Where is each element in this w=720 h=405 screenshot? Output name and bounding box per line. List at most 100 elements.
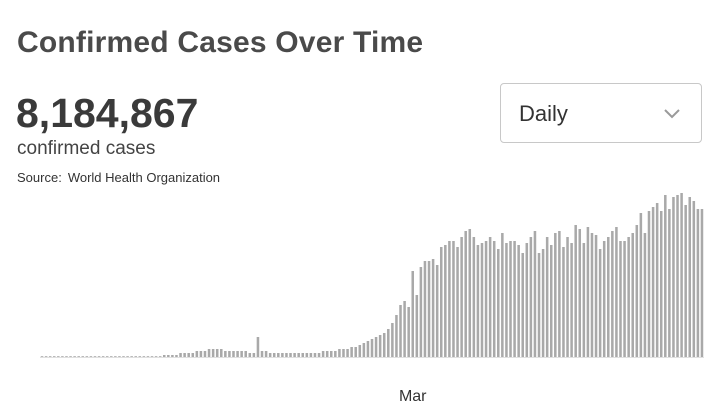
bar-day-63[interactable] — [293, 353, 296, 357]
bar-day-97[interactable] — [431, 259, 435, 357]
bar-day-71[interactable] — [325, 351, 329, 357]
bar-day-66[interactable] — [305, 353, 309, 357]
bar-day-120[interactable] — [525, 243, 529, 357]
bar-day-56[interactable] — [264, 351, 268, 357]
bar-day-108[interactable] — [476, 245, 480, 357]
bar-day-122[interactable] — [533, 231, 537, 357]
bar-day-111[interactable] — [488, 237, 492, 357]
bar-day-9[interactable] — [73, 356, 76, 357]
bar-day-161[interactable] — [692, 201, 696, 357]
bar-day-10[interactable] — [77, 356, 80, 357]
bar-day-144[interactable] — [623, 241, 626, 357]
bar-day-150[interactable] — [647, 211, 651, 357]
bar-day-134[interactable] — [582, 243, 586, 357]
bar-day-155[interactable] — [668, 209, 671, 357]
bar-day-21[interactable] — [122, 356, 125, 357]
bar-day-110[interactable] — [484, 241, 488, 357]
bar-day-160[interactable] — [688, 197, 692, 357]
bar-day-83[interactable] — [374, 337, 378, 357]
bar-day-114[interactable] — [501, 233, 504, 357]
bar-day-14[interactable] — [93, 356, 97, 357]
bar-day-52[interactable] — [248, 353, 252, 357]
bar-day-2[interactable] — [44, 356, 48, 357]
bar-day-157[interactable] — [676, 195, 679, 357]
bar-day-4[interactable] — [52, 356, 56, 357]
bar-day-131[interactable] — [570, 243, 573, 357]
bar-day-158[interactable] — [680, 193, 683, 357]
bar-day-121[interactable] — [529, 237, 533, 357]
bar-day-16[interactable] — [101, 356, 105, 357]
frequency-select[interactable]: Daily — [500, 83, 702, 143]
bar-day-42[interactable] — [207, 349, 211, 357]
bar-day-100[interactable] — [444, 245, 447, 357]
bar-day-151[interactable] — [651, 207, 655, 357]
bar-day-70[interactable] — [321, 351, 325, 357]
bar-day-145[interactable] — [627, 237, 630, 357]
bar-day-126[interactable] — [549, 245, 553, 357]
bar-day-147[interactable] — [635, 225, 639, 357]
bar-day-64[interactable] — [297, 353, 300, 357]
bar-day-84[interactable] — [378, 335, 382, 357]
bar-day-27[interactable] — [146, 356, 150, 357]
bar-day-107[interactable] — [472, 237, 476, 357]
bar-day-72[interactable] — [330, 351, 333, 357]
bar-day-1[interactable] — [40, 356, 44, 357]
bar-day-148[interactable] — [639, 213, 643, 357]
bar-day-19[interactable] — [114, 356, 117, 357]
bar-day-11[interactable] — [81, 356, 85, 357]
bar-day-20[interactable] — [118, 356, 121, 357]
bar-day-36[interactable] — [183, 353, 186, 357]
bar-day-24[interactable] — [134, 356, 137, 357]
bar-day-119[interactable] — [521, 253, 524, 357]
bar-day-117[interactable] — [513, 241, 516, 357]
bar-day-93[interactable] — [415, 295, 419, 357]
bar-day-89[interactable] — [399, 305, 402, 357]
bar-day-46[interactable] — [224, 351, 227, 357]
bar-day-130[interactable] — [566, 237, 569, 357]
bar-day-152[interactable] — [655, 203, 659, 357]
bar-day-30[interactable] — [158, 356, 162, 357]
bar-day-47[interactable] — [228, 351, 231, 357]
bar-day-80[interactable] — [362, 343, 366, 357]
bar-day-142[interactable] — [615, 227, 618, 357]
bar-day-76[interactable] — [346, 349, 349, 357]
bar-day-102[interactable] — [452, 241, 455, 357]
bar-day-154[interactable] — [664, 195, 667, 357]
bar-day-116[interactable] — [509, 241, 512, 357]
bar-day-33[interactable] — [171, 355, 174, 357]
bar-day-25[interactable] — [138, 356, 142, 357]
bar-day-159[interactable] — [684, 205, 687, 357]
bar-day-87[interactable] — [391, 323, 394, 357]
bar-day-37[interactable] — [187, 353, 190, 357]
bar-day-17[interactable] — [105, 356, 109, 357]
bar-day-109[interactable] — [480, 243, 484, 357]
bar-day-106[interactable] — [468, 229, 472, 357]
bar-day-146[interactable] — [631, 233, 634, 357]
bar-day-12[interactable] — [85, 356, 89, 357]
bar-day-129[interactable] — [562, 247, 565, 357]
bar-day-35[interactable] — [179, 353, 182, 357]
bar-day-61[interactable] — [285, 353, 288, 357]
bar-day-50[interactable] — [240, 351, 243, 357]
bar-day-18[interactable] — [110, 356, 113, 357]
bar-day-68[interactable] — [313, 353, 317, 357]
bar-day-55[interactable] — [260, 351, 264, 357]
bar-day-78[interactable] — [354, 347, 357, 357]
bar-day-44[interactable] — [215, 349, 219, 357]
bar-day-29[interactable] — [154, 356, 158, 357]
bar-day-43[interactable] — [211, 349, 215, 357]
bar-day-53[interactable] — [252, 353, 256, 357]
bar-day-113[interactable] — [497, 249, 500, 357]
bar-day-23[interactable] — [130, 356, 133, 357]
bar-day-48[interactable] — [232, 351, 235, 357]
bar-day-40[interactable] — [199, 351, 203, 357]
bar-day-74[interactable] — [338, 349, 341, 357]
bar-day-101[interactable] — [448, 241, 451, 357]
bar-day-60[interactable] — [281, 353, 284, 357]
bar-day-90[interactable] — [403, 301, 406, 357]
bar-day-162[interactable] — [696, 209, 700, 357]
bar-day-125[interactable] — [545, 237, 549, 357]
bar-day-7[interactable] — [65, 356, 68, 357]
bar-day-91[interactable] — [407, 307, 410, 357]
bar-day-6[interactable] — [61, 356, 64, 357]
